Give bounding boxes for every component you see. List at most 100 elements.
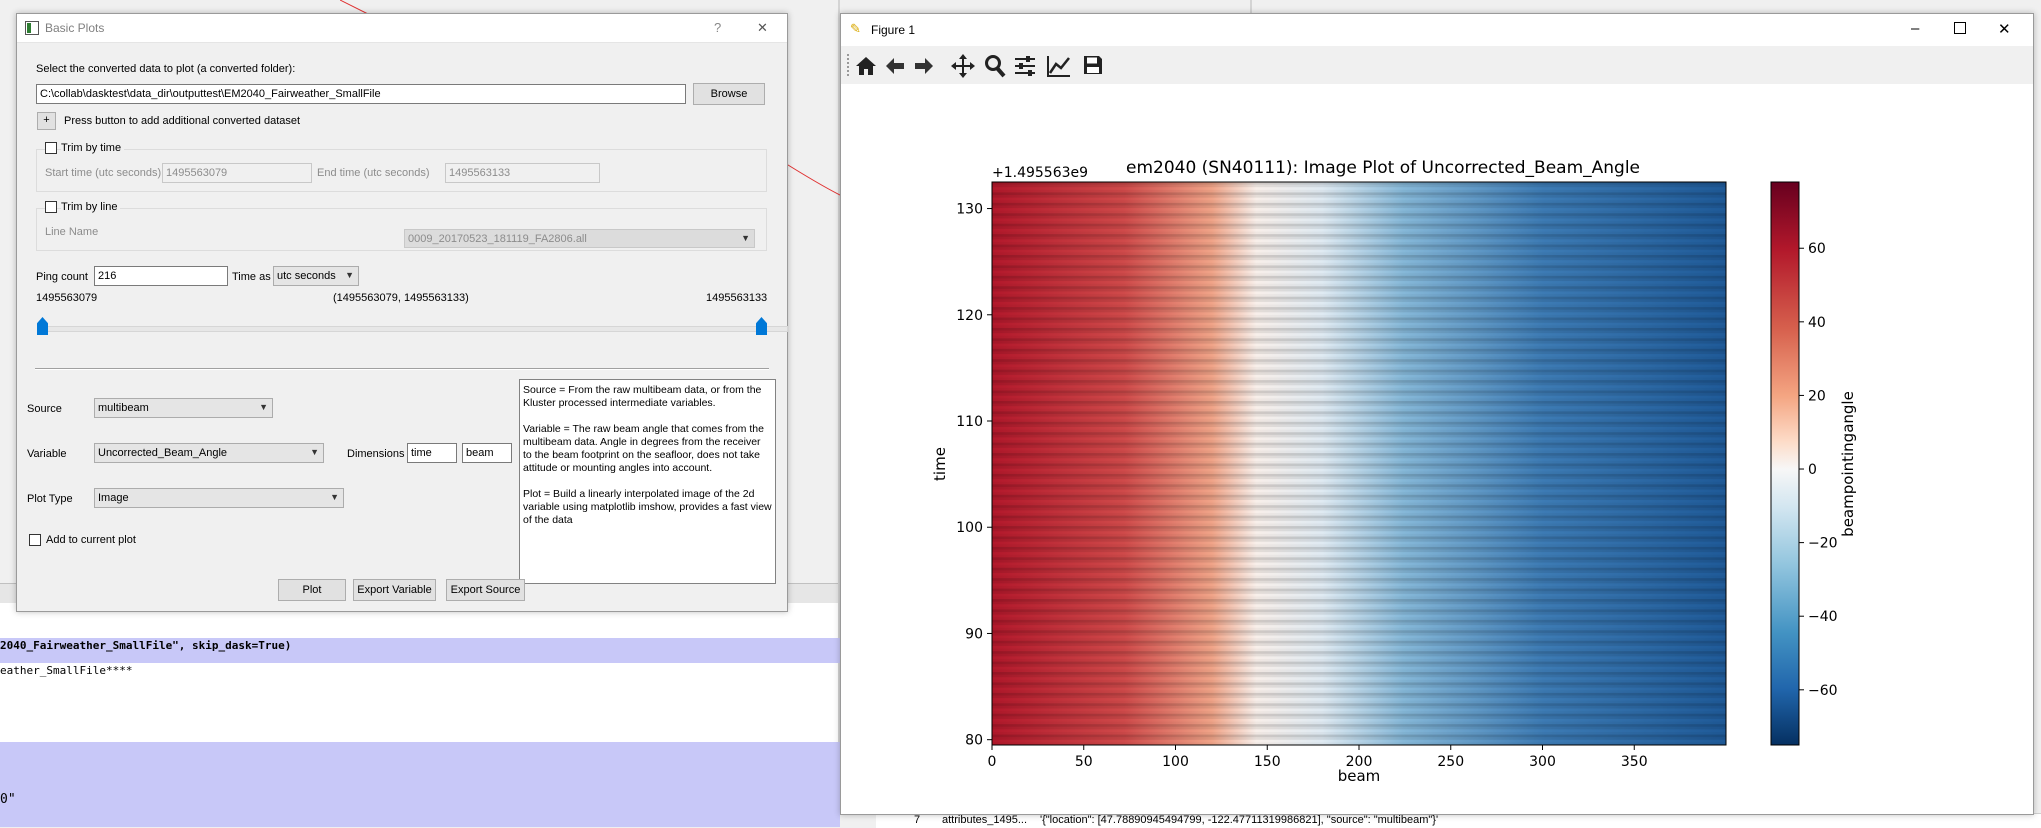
dimension-1-field[interactable]: time [407, 443, 457, 463]
plot-button[interactable]: Plot [278, 579, 346, 601]
heatmap-row-band [992, 664, 1726, 667]
heatmap-row-band [992, 190, 1726, 193]
heatmap-row-band [992, 463, 1726, 467]
heatmap-row-band [992, 340, 1726, 344]
heatmap-row-band [992, 357, 1726, 360]
colorbar-tick-label: 40 [1808, 315, 1826, 331]
plot-type-select[interactable]: Image ▼ [94, 488, 344, 508]
export-source-button[interactable]: Export Source [446, 579, 525, 601]
heatmap-row-band [992, 254, 1726, 258]
minimize-button[interactable]: – [1911, 20, 1920, 37]
console-highlight-band-2 [0, 742, 840, 827]
pan-icon[interactable] [951, 54, 975, 78]
heatmap-row-band [992, 445, 1726, 448]
time-range-slider-track[interactable] [39, 326, 788, 332]
time-as-select[interactable]: utc seconds ▼ [273, 266, 359, 286]
source-select[interactable]: multibeam ▼ [94, 398, 273, 418]
heatmap-row-band [992, 359, 1726, 362]
close-button[interactable]: ✕ [1998, 21, 2011, 38]
heatmap-row-band [992, 494, 1726, 498]
source-label: Source [27, 403, 62, 415]
heatmap-row-band [992, 346, 1726, 349]
configure-subplots-icon[interactable] [1014, 55, 1036, 77]
x-tick-label: 50 [1075, 754, 1093, 770]
heatmap-row-band [992, 570, 1726, 573]
x-tick-label: 350 [1621, 754, 1648, 770]
end-time-input[interactable]: 1495563133 [445, 163, 600, 183]
help-variable-text: Variable = The raw beam angle that comes… [523, 423, 764, 474]
x-axis: 0 50 100 150 200 250 300 350 [988, 745, 1648, 770]
forward-arrow-icon[interactable] [913, 56, 935, 76]
save-icon[interactable] [1083, 55, 1103, 75]
help-button[interactable]: ? [714, 20, 722, 35]
separator [35, 368, 769, 370]
heatmap-row-band [992, 734, 1726, 738]
maximize-button[interactable] [1954, 21, 1966, 38]
slider-max-handle[interactable] [756, 317, 767, 335]
heatmap-row-band [992, 247, 1726, 250]
heatmap-row-band [992, 649, 1726, 652]
variable-table-row[interactable]: 7 attributes_1495... '{"location": [47.7… [876, 813, 2041, 828]
heatmap-row-band [992, 526, 1726, 529]
zoom-icon[interactable] [984, 54, 1006, 78]
heatmap-row-band [992, 466, 1726, 469]
heatmap-row-band [992, 737, 1726, 740]
back-arrow-icon[interactable] [884, 56, 906, 76]
heatmap-row-band [992, 184, 1726, 188]
slider-min-label: 1495563079 [36, 292, 98, 304]
line-name-select[interactable]: 0009_20170523_181119_FA2806.all ▼ [404, 229, 755, 248]
heatmap-row-band [992, 330, 1726, 334]
heatmap-row-band [992, 205, 1726, 209]
converted-folder-path-input[interactable]: C:\collab\dasktest\data_dir\outputtest\E… [36, 84, 686, 104]
heatmap-row-band [992, 367, 1726, 370]
heatmap-row-band [992, 632, 1726, 636]
heatmap-row-band [992, 518, 1726, 521]
heatmap-row-band [992, 534, 1726, 537]
dimension-2-field[interactable]: beam [462, 443, 512, 463]
trim-by-time-checkbox[interactable] [45, 142, 57, 154]
heatmap-row-band [992, 430, 1726, 433]
heatmap-row-band [992, 361, 1726, 365]
export-variable-button[interactable]: Export Variable [353, 579, 436, 601]
edit-axis-icon[interactable] [1046, 54, 1072, 78]
heatmap-row-band [992, 601, 1726, 605]
heatmap-row-band [992, 461, 1726, 464]
browse-button[interactable]: Browse [693, 83, 765, 105]
variable-select[interactable]: Uncorrected_Beam_Angle ▼ [94, 443, 324, 463]
heatmap-row-band [992, 482, 1726, 485]
add-to-current-plot-checkbox[interactable] [29, 534, 41, 546]
heatmap-row-band [992, 202, 1726, 206]
help-text-box: Source = From the raw multibeam data, or… [519, 379, 776, 584]
home-icon[interactable] [855, 56, 877, 76]
heatmap-row-band [992, 388, 1726, 391]
trim-by-line-checkbox[interactable] [45, 201, 57, 213]
heatmap-row-band [992, 596, 1726, 599]
heatmap-row-band [992, 286, 1726, 289]
figure-titlebar[interactable]: ✎ Figure 1 – ✕ [841, 14, 2033, 46]
heatmap-row-band [992, 336, 1726, 339]
trim-by-line-label: Trim by line [61, 201, 121, 213]
slider-min-handle[interactable] [37, 317, 48, 335]
heatmap-row-band [992, 299, 1726, 302]
heatmap-row-band [992, 546, 1726, 550]
heatmap-row-band [992, 413, 1726, 417]
heatmap-row-band [992, 640, 1726, 644]
close-button[interactable]: ✕ [757, 20, 768, 35]
start-time-input[interactable]: 1495563079 [162, 163, 312, 183]
heatmap-row-band [992, 409, 1726, 412]
plot-type-label: Plot Type [27, 493, 73, 505]
heatmap-row-band [992, 690, 1726, 693]
chevron-down-icon: ▼ [345, 270, 354, 280]
heatmap[interactable] [992, 182, 1726, 745]
heatmap-row-band [992, 497, 1726, 500]
console-line: 0" [0, 792, 16, 807]
ping-count-input[interactable]: 216 [94, 266, 228, 286]
heatmap-row-band [992, 682, 1726, 686]
slider-range-label: (1495563079, 1495563133) [333, 292, 469, 304]
figure-app-icon: ✎ [850, 21, 861, 36]
background-divider-vertical-2 [1250, 0, 1252, 13]
colorbar-tick-label: 20 [1808, 388, 1826, 404]
heatmap-row-band [992, 523, 1726, 526]
dialog-titlebar[interactable]: Basic Plots ? ✕ [17, 14, 787, 43]
add-dataset-button[interactable]: + [37, 112, 56, 130]
